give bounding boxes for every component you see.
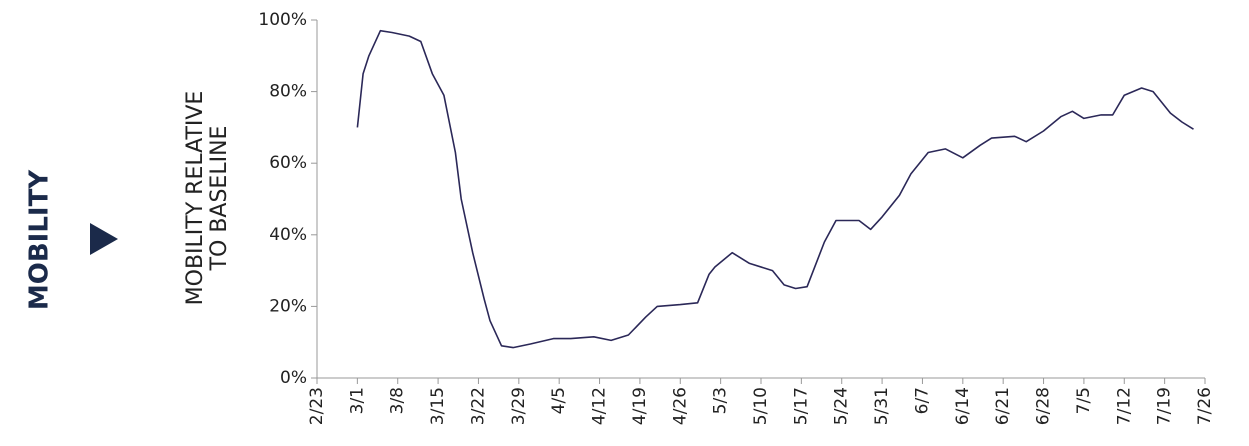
y-axis-label: TO BASELINE	[207, 126, 232, 272]
x-tick-label: 4/12	[590, 387, 610, 425]
x-tick-label: 7/26	[1195, 387, 1215, 425]
x-tick-label: 3/22	[468, 387, 488, 425]
arrow	[90, 223, 118, 255]
x-tick-label: 7/5	[1074, 387, 1094, 414]
y-axis-label: MOBILITY RELATIVE	[183, 91, 208, 306]
x-tick-label: 7/19	[1155, 387, 1175, 425]
x-tick-label: 3/29	[509, 387, 529, 425]
x-tick-label: 3/15	[428, 387, 448, 425]
y-tick-label: 100%	[258, 10, 307, 30]
y-tick-label: 0%	[280, 368, 307, 388]
x-tick-label: 7/12	[1114, 387, 1134, 425]
x-tick-label: 6/7	[912, 387, 932, 414]
x-tick-label: 5/3	[711, 387, 731, 414]
x-tick-label: 4/5	[549, 387, 569, 414]
x-tick-label: 6/28	[1034, 387, 1054, 425]
x-tick-label: 5/17	[791, 387, 811, 425]
x-tick-label: 5/24	[832, 387, 852, 425]
x-tick-label: 3/1	[347, 387, 367, 414]
y-tick-label: 20%	[269, 296, 307, 316]
data-line	[356, 29, 1194, 349]
x-tick-label: 4/26	[670, 387, 690, 425]
x-tick-label: 6/14	[953, 387, 973, 425]
y-tick-label: 40%	[269, 225, 307, 245]
x-tick-label: 5/31	[872, 387, 892, 425]
y-tick-label: 80%	[269, 82, 307, 102]
section-label: MOBILITY	[25, 169, 55, 310]
x-tick-label: 4/19	[630, 387, 650, 425]
x-tick-label: 2/23	[307, 387, 327, 425]
x-tick-label: 5/10	[751, 387, 771, 425]
x-tick-label: 3/8	[388, 387, 408, 414]
x-tick-label: 6/21	[993, 387, 1013, 425]
y-tick-label: 60%	[269, 153, 307, 173]
